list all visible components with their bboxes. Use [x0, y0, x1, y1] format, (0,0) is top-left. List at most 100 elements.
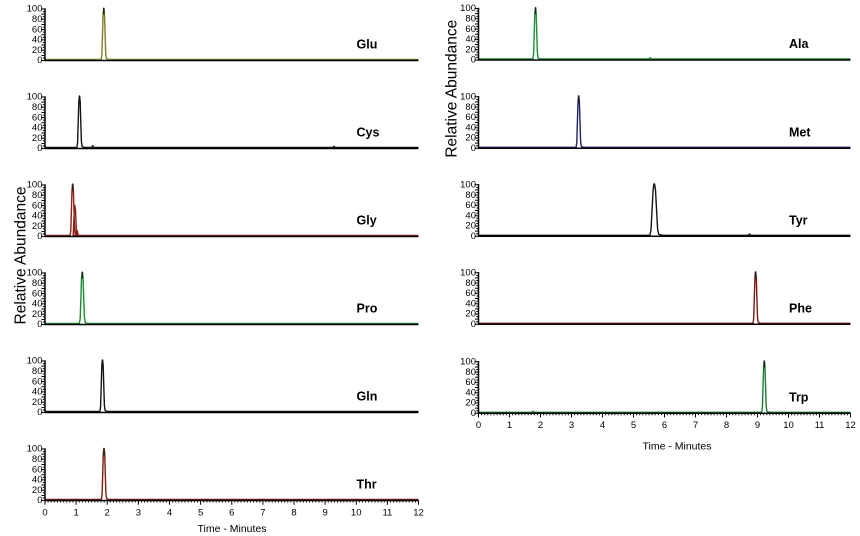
svg-text:100: 100 — [27, 180, 43, 191]
svg-text:Gly: Gly — [357, 214, 377, 228]
svg-text:60: 60 — [32, 464, 43, 475]
svg-text:80: 80 — [465, 14, 476, 25]
svg-text:20: 20 — [465, 221, 476, 232]
svg-text:6: 6 — [229, 508, 234, 519]
svg-text:8: 8 — [291, 508, 296, 519]
svg-text:5: 5 — [631, 420, 636, 431]
svg-text:100: 100 — [27, 92, 43, 103]
svg-text:Time - Minutes: Time - Minutes — [642, 441, 711, 453]
svg-text:0: 0 — [37, 55, 42, 66]
svg-text:0: 0 — [37, 231, 42, 242]
svg-text:6: 6 — [662, 420, 667, 431]
svg-text:20: 20 — [465, 309, 476, 320]
svg-text:100: 100 — [460, 92, 476, 103]
svg-text:80: 80 — [32, 102, 43, 113]
svg-text:0: 0 — [37, 495, 42, 506]
svg-text:40: 40 — [32, 387, 43, 398]
svg-text:60: 60 — [465, 200, 476, 211]
svg-text:20: 20 — [32, 309, 43, 320]
svg-text:60: 60 — [465, 288, 476, 299]
svg-text:1: 1 — [73, 508, 78, 519]
svg-text:7: 7 — [260, 508, 265, 519]
svg-text:20: 20 — [32, 485, 43, 496]
svg-text:Tyr: Tyr — [789, 214, 808, 228]
svg-text:8: 8 — [724, 420, 729, 431]
svg-text:1: 1 — [507, 420, 512, 431]
svg-text:20: 20 — [32, 397, 43, 408]
svg-text:10: 10 — [783, 420, 794, 431]
svg-text:Glu: Glu — [357, 38, 378, 52]
svg-text:4: 4 — [600, 420, 605, 431]
svg-text:9: 9 — [755, 420, 760, 431]
svg-text:100: 100 — [27, 4, 43, 15]
svg-text:80: 80 — [32, 14, 43, 25]
svg-text:0: 0 — [42, 508, 47, 519]
svg-text:60: 60 — [32, 200, 43, 211]
svg-text:40: 40 — [32, 475, 43, 486]
svg-text:80: 80 — [465, 278, 476, 289]
svg-text:12: 12 — [845, 420, 856, 431]
svg-text:60: 60 — [32, 24, 43, 35]
svg-text:2: 2 — [538, 420, 543, 431]
svg-text:100: 100 — [460, 357, 476, 368]
svg-text:80: 80 — [32, 454, 43, 465]
svg-text:Thr: Thr — [357, 478, 377, 492]
svg-text:80: 80 — [465, 102, 476, 113]
svg-text:100: 100 — [460, 268, 476, 279]
svg-text:40: 40 — [32, 123, 43, 134]
svg-text:60: 60 — [465, 112, 476, 123]
svg-text:100: 100 — [27, 356, 43, 367]
svg-text:100: 100 — [460, 180, 476, 191]
svg-text:40: 40 — [32, 211, 43, 222]
svg-text:0: 0 — [471, 55, 476, 66]
svg-text:20: 20 — [465, 44, 476, 55]
svg-text:80: 80 — [32, 278, 43, 289]
svg-text:Phe: Phe — [789, 302, 812, 316]
svg-text:Ala: Ala — [789, 37, 810, 51]
svg-text:2: 2 — [105, 508, 110, 519]
svg-text:Time - Minutes: Time - Minutes — [197, 523, 266, 535]
svg-text:80: 80 — [32, 190, 43, 201]
svg-text:40: 40 — [465, 122, 476, 133]
svg-text:40: 40 — [465, 210, 476, 221]
svg-text:5: 5 — [198, 508, 203, 519]
svg-text:9: 9 — [322, 508, 327, 519]
svg-text:Pro: Pro — [357, 302, 378, 316]
svg-text:0: 0 — [471, 231, 476, 242]
svg-text:40: 40 — [465, 34, 476, 45]
svg-text:11: 11 — [815, 420, 825, 431]
svg-text:12: 12 — [413, 508, 424, 519]
svg-text:20: 20 — [32, 133, 43, 144]
svg-text:0: 0 — [471, 319, 476, 330]
svg-text:40: 40 — [465, 387, 476, 398]
svg-text:60: 60 — [465, 377, 476, 388]
svg-text:3: 3 — [136, 508, 141, 519]
svg-text:Cys: Cys — [357, 126, 380, 140]
svg-text:60: 60 — [32, 112, 43, 123]
svg-text:11: 11 — [382, 508, 392, 519]
svg-text:0: 0 — [37, 143, 42, 154]
svg-text:3: 3 — [569, 420, 574, 431]
svg-text:4: 4 — [167, 508, 172, 519]
svg-text:100: 100 — [27, 444, 43, 455]
svg-text:60: 60 — [32, 288, 43, 299]
svg-text:40: 40 — [32, 299, 43, 310]
svg-text:0: 0 — [37, 407, 42, 418]
svg-text:80: 80 — [465, 190, 476, 201]
svg-text:10: 10 — [351, 508, 362, 519]
svg-text:20: 20 — [32, 45, 43, 56]
svg-text:60: 60 — [465, 24, 476, 35]
svg-text:0: 0 — [471, 143, 476, 154]
svg-text:7: 7 — [693, 420, 698, 431]
svg-text:Relative Abundance: Relative Abundance — [443, 20, 460, 158]
svg-text:Gln: Gln — [357, 390, 378, 404]
svg-text:40: 40 — [32, 35, 43, 46]
svg-text:20: 20 — [32, 221, 43, 232]
svg-text:0: 0 — [471, 408, 476, 419]
svg-text:Met: Met — [789, 126, 811, 140]
svg-text:0: 0 — [37, 319, 42, 330]
svg-text:20: 20 — [465, 398, 476, 409]
svg-text:80: 80 — [465, 367, 476, 378]
svg-text:80: 80 — [32, 366, 43, 377]
svg-text:Relative Abundance: Relative Abundance — [12, 187, 29, 325]
